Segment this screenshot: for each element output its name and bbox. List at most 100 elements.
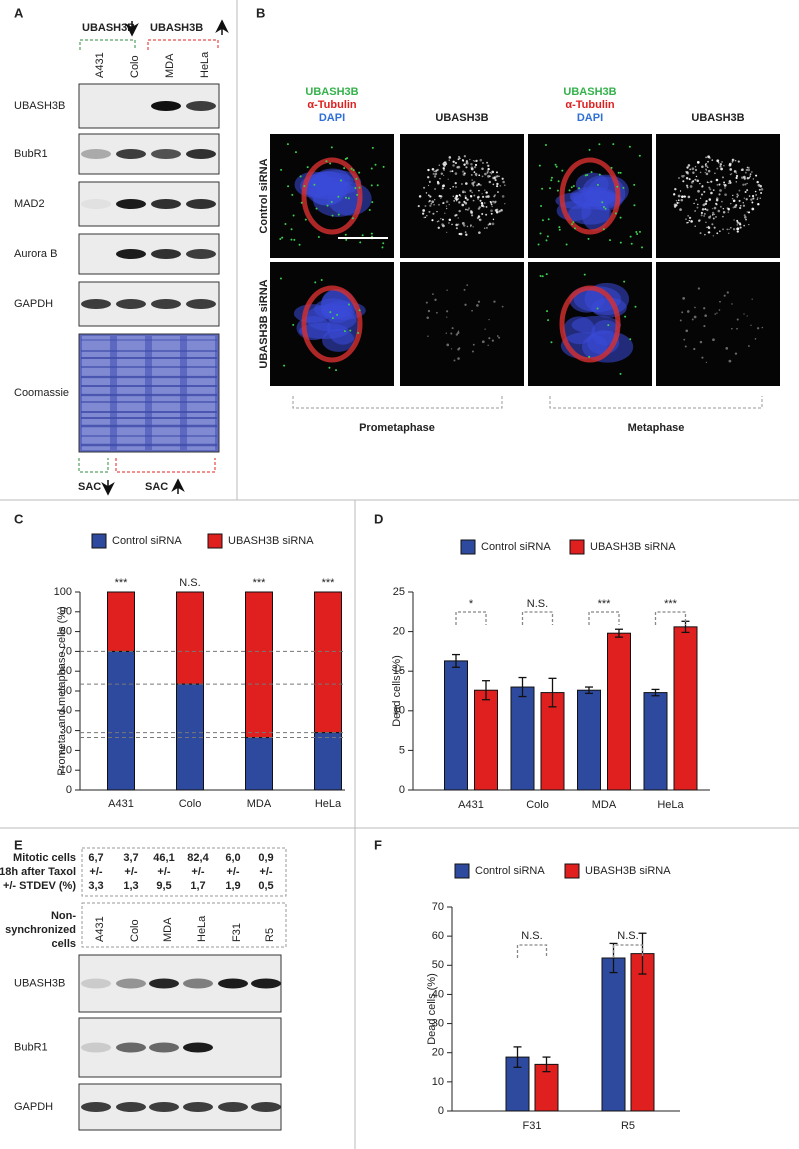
gray-dot xyxy=(686,186,689,189)
gray-dot xyxy=(434,170,438,173)
gray-dot xyxy=(715,216,717,218)
green-dot xyxy=(541,219,544,222)
gray-dot xyxy=(471,191,473,194)
gray-dot xyxy=(711,223,714,226)
gray-dot xyxy=(424,205,427,208)
gray-dot xyxy=(451,327,454,330)
green-dot xyxy=(572,185,575,188)
gray-dot xyxy=(445,332,448,334)
gray-dot xyxy=(697,189,700,193)
legend-label: Control siRNA xyxy=(481,541,551,553)
band xyxy=(186,101,216,111)
green-dot xyxy=(588,355,591,358)
error-bar xyxy=(513,1046,522,1068)
gray-dot xyxy=(706,208,709,212)
green-dot xyxy=(596,307,599,310)
significance-label: N.S. xyxy=(617,930,638,942)
gray-dot xyxy=(696,203,699,206)
dapi-blob xyxy=(573,286,622,313)
green-dot xyxy=(381,246,384,249)
gray-dot xyxy=(466,284,469,286)
gray-dot xyxy=(700,193,703,196)
panel-label: B xyxy=(256,5,265,20)
band xyxy=(116,199,146,209)
gray-dot xyxy=(707,231,710,234)
label: 6,7 xyxy=(88,852,103,864)
gray-dot xyxy=(754,190,757,193)
band xyxy=(149,978,179,989)
gray-dot xyxy=(683,174,686,177)
y-tick-label: 40 xyxy=(432,988,444,1000)
y-tick-label: 50 xyxy=(432,959,444,971)
green-dot xyxy=(315,207,318,210)
y-tick-label: 20 xyxy=(393,626,405,638)
gray-dot xyxy=(719,205,722,208)
green-dot xyxy=(640,246,643,249)
gray-dot xyxy=(755,194,757,196)
gray-dot xyxy=(731,160,734,163)
gray-dot xyxy=(746,182,748,185)
band xyxy=(151,199,181,209)
gray-dot xyxy=(485,213,488,216)
gray-dot xyxy=(726,228,729,231)
gray-dot xyxy=(465,208,467,211)
green-dot xyxy=(299,175,302,178)
gray-dot xyxy=(488,318,490,321)
gray-dot xyxy=(492,218,495,221)
gray-dot xyxy=(733,170,736,172)
gray-dot xyxy=(699,232,702,235)
green-dot xyxy=(545,239,548,242)
green-dot xyxy=(550,341,553,344)
gray-dot xyxy=(478,174,481,177)
legend-swatch xyxy=(91,533,107,549)
green-dot xyxy=(547,218,550,221)
gray-dot xyxy=(429,195,432,198)
label: 6,0 xyxy=(225,852,240,864)
arrow-icon xyxy=(215,19,229,35)
green-dot xyxy=(290,238,293,241)
green-dot xyxy=(545,273,548,276)
gray-dot xyxy=(733,219,735,221)
green-dot xyxy=(612,143,615,146)
green-dot xyxy=(292,214,295,217)
panel-label: E xyxy=(14,837,23,852)
significance-label: *** xyxy=(598,598,612,610)
gray-dot xyxy=(711,207,714,210)
label: +/- xyxy=(259,866,272,878)
label: DAPI xyxy=(577,112,603,124)
gray-dot xyxy=(446,231,448,233)
gray-dot xyxy=(747,166,750,169)
gray-dot xyxy=(478,189,480,192)
gray-dot xyxy=(461,159,464,162)
gray-dot xyxy=(755,174,758,177)
rotated-label: MDA xyxy=(164,53,176,78)
gray-dot xyxy=(694,178,697,181)
bracket xyxy=(115,458,216,473)
gray-dot xyxy=(751,194,755,198)
gray-dot xyxy=(710,191,713,195)
gray-dot xyxy=(485,205,488,208)
green-dot xyxy=(541,275,544,278)
gray-dot xyxy=(491,170,495,174)
band xyxy=(186,299,216,309)
gray-dot xyxy=(707,155,711,159)
gray-dot xyxy=(477,195,480,199)
gray-dot xyxy=(455,194,459,198)
gray-dot xyxy=(732,194,734,197)
green-dot xyxy=(376,184,379,187)
gray-dot xyxy=(441,187,444,190)
gray-dot xyxy=(498,210,501,213)
green-dot xyxy=(540,205,543,208)
gray-dot xyxy=(695,175,698,178)
panel-label: D xyxy=(374,511,383,526)
gray-dot xyxy=(686,166,689,169)
gray-dot xyxy=(710,180,713,183)
gray-dot xyxy=(748,195,751,197)
gray-dot xyxy=(728,162,732,166)
panel-label: F xyxy=(374,837,382,852)
gray-dot xyxy=(688,216,692,220)
green-dot xyxy=(371,201,374,204)
gray-dot xyxy=(469,224,472,227)
gray-dot xyxy=(705,168,707,171)
